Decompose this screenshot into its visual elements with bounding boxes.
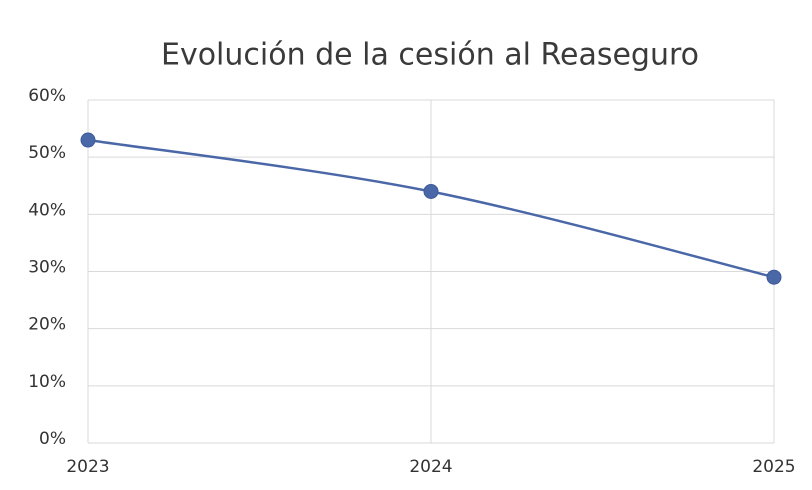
y-tick-label: 20% <box>28 315 66 335</box>
y-tick-label: 60% <box>28 86 66 106</box>
y-tick-label: 0% <box>39 429 66 449</box>
marker <box>423 183 439 199</box>
x-tick-label: 2024 <box>409 457 452 477</box>
marker <box>80 132 96 148</box>
y-tick-label: 40% <box>28 200 66 220</box>
x-tick-label: 2023 <box>66 457 109 477</box>
y-tick-label: 10% <box>28 372 66 392</box>
x-tick-label: 2025 <box>752 457 795 477</box>
y-tick-label: 30% <box>28 258 66 278</box>
y-tick-label: 50% <box>28 143 66 163</box>
chart-title: Evolución de la cesión al Reaseguro <box>161 38 699 73</box>
marker <box>766 269 782 285</box>
